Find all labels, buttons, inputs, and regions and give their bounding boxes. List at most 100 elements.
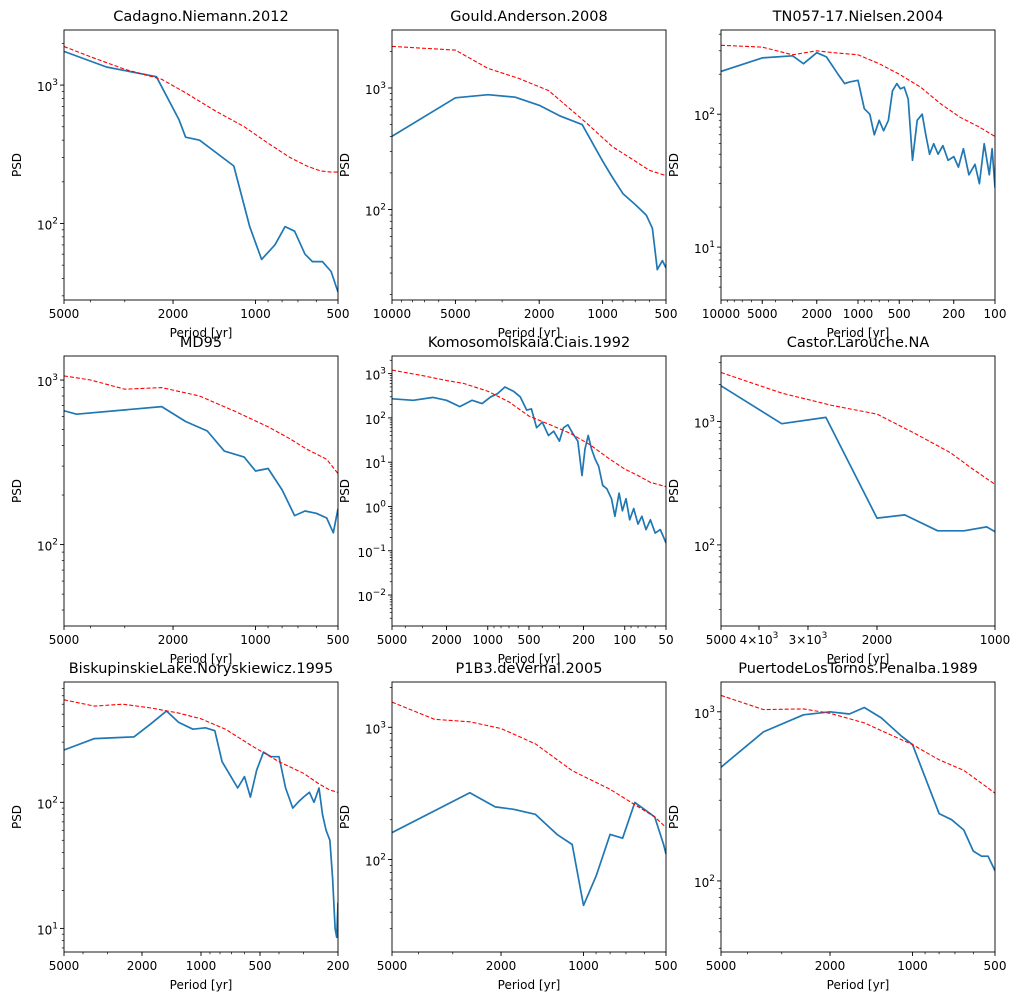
y-tick-label-base: 10 (365, 457, 380, 471)
y-tick-label-base: 10 (357, 590, 372, 604)
x-tick-label: 2000 (801, 307, 832, 321)
y-tick-label-exp: 3 (52, 78, 58, 88)
x-tick-label-base: 500 (888, 307, 911, 321)
subplot-title: TN057-17.Nielsen.2004 (772, 9, 944, 25)
y-tick-label: 101 (694, 240, 715, 256)
subplot-1: 5000 2000 1000 500102103Cadagno.Niemann.201… (10, 9, 349, 340)
y-tick-label-exp: 1 (380, 455, 386, 465)
y-tick-label-exp: 3 (52, 373, 58, 383)
psd-line (64, 710, 338, 939)
ar1-significance-line (392, 45, 666, 177)
y-tick-label-exp: 2 (380, 853, 386, 863)
y-tick-label-base: 10 (694, 417, 709, 431)
y-tick-label-base: 10 (37, 375, 52, 389)
y-tick-label: 102 (694, 538, 715, 554)
y-axis-label: PSD (10, 153, 24, 177)
y-tick-label-exp: 0 (380, 499, 386, 509)
y-axis-label: PSD (10, 479, 24, 503)
x-tick-label: 2000 (431, 633, 462, 647)
x-tick-label: 500 (984, 959, 1007, 973)
y-tick-label: 103 (365, 367, 386, 383)
x-tick-label-base: 5000 (49, 959, 80, 973)
y-tick-label-base: 10 (37, 218, 52, 232)
axes-frame (720, 355, 996, 627)
x-tick-label: 5000 (747, 307, 778, 321)
x-tick-label: 2000 (158, 307, 189, 321)
x-tick-label-base: 1000 (843, 307, 874, 321)
y-tick-label: 102 (365, 203, 386, 219)
x-tick-label: 10000 (702, 307, 740, 321)
y-tick-label-exp: 2 (52, 538, 58, 548)
x-axis-label: Period [yr] (170, 326, 233, 340)
psd-line (392, 791, 666, 907)
axes-frame (63, 355, 339, 627)
axes-frame (720, 29, 996, 301)
y-tick-label: 103 (37, 373, 58, 389)
x-tick-label: 5000 (440, 307, 471, 321)
ar1-significance-line (721, 44, 995, 137)
y-tick-label-base: 10 (365, 83, 380, 97)
y-tick-label-base: 10 (365, 205, 380, 219)
x-tick-label-base: 500 (984, 959, 1007, 973)
ar1-significance-line (64, 45, 338, 173)
x-tick-label-base: 500 (655, 959, 678, 973)
y-tick-label: 101 (37, 921, 58, 937)
x-tick-label: 2000 (486, 959, 517, 973)
y-tick-label-exp: 2 (380, 203, 386, 213)
x-tick-label: 2000 (127, 959, 158, 973)
ar1-significance-line (721, 694, 995, 794)
axes-frame (391, 355, 667, 627)
x-tick-label: 2000 (815, 959, 846, 973)
x-tick-label-base: 200 (942, 307, 965, 321)
y-tick-label-exp: 3 (380, 367, 386, 377)
subplot-6: 5000 4×103 3×103 2000 1000102103Castor.Larou… (667, 335, 1010, 666)
x-tick-label-base: 200 (327, 959, 350, 973)
x-tick-label-base: 500 (655, 307, 678, 321)
subplot-8: 5000 2000 1000 500102103P1B3.deVernal.2005P… (338, 661, 677, 992)
y-tick-label-exp: 2 (709, 538, 715, 548)
y-tick-label: 102 (37, 795, 58, 811)
x-tick-label-base: 5000 (49, 307, 80, 321)
y-tick-label-exp: 2 (52, 216, 58, 226)
x-tick-label: 5000 (377, 959, 408, 973)
y-tick-label-exp: −2 (373, 588, 386, 598)
y-tick-label-base: 10 (694, 876, 709, 890)
x-tick-label-base: 200 (572, 633, 595, 647)
psd-line (721, 51, 995, 188)
y-tick-label-base: 10 (694, 242, 709, 256)
x-tick-label-base: 10000 (373, 307, 411, 321)
x-tick-label: 3×103 (789, 631, 828, 647)
y-axis-label: PSD (667, 805, 681, 829)
y-tick-label-base: 10 (365, 501, 380, 515)
y-tick-label-exp: 2 (52, 795, 58, 805)
y-tick-label: 102 (37, 216, 58, 232)
x-tick-label-base: 4×10 (740, 633, 773, 647)
y-tick-label-exp: 2 (709, 874, 715, 884)
y-tick-label: 102 (365, 411, 386, 427)
y-axis-label: PSD (667, 153, 681, 177)
x-tick-label: 5000 (706, 959, 737, 973)
y-tick-label-exp: 2 (709, 107, 715, 117)
x-tick-label-base: 2000 (815, 959, 846, 973)
x-tick-label-base: 5000 (706, 633, 737, 647)
x-axis-label: Period [yr] (498, 652, 561, 666)
x-tick-label-exp: 3 (773, 631, 779, 641)
x-axis-label: Period [yr] (827, 978, 890, 992)
subplot-title: Castor.Larouche.NA (787, 335, 930, 351)
x-tick-label-base: 2000 (524, 307, 555, 321)
x-tick-label-base: 5000 (706, 959, 737, 973)
y-tick-label-base: 10 (37, 540, 52, 554)
y-tick-label-base: 10 (694, 109, 709, 123)
x-tick-label: 1000 (568, 959, 599, 973)
x-axis-label: Period [yr] (498, 326, 561, 340)
x-tick-label-base: 1000 (568, 959, 599, 973)
x-tick-label-base: 5000 (377, 633, 408, 647)
x-tick-label: 500 (888, 307, 911, 321)
axes-frame (720, 681, 996, 953)
ar1-significance-line (64, 699, 338, 793)
x-tick-label-base: 500 (249, 959, 272, 973)
x-axis-label: Period [yr] (827, 652, 890, 666)
x-axis-label: Period [yr] (170, 652, 233, 666)
y-tick-label: 100 (365, 499, 386, 515)
